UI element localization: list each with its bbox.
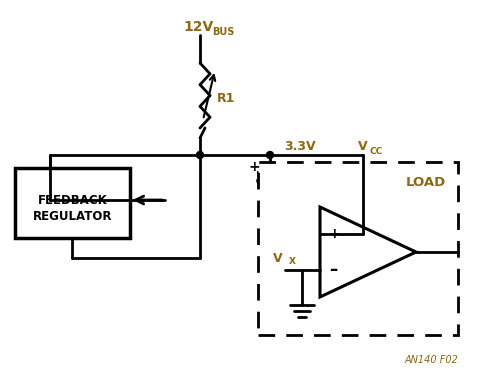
Text: X: X — [289, 257, 296, 266]
Text: 12V: 12V — [183, 20, 213, 34]
Text: R1: R1 — [217, 91, 235, 104]
Text: CC: CC — [370, 147, 383, 157]
Text: LOAD: LOAD — [406, 176, 446, 188]
Text: REGULATOR: REGULATOR — [33, 210, 112, 223]
Text: +: + — [248, 160, 260, 174]
Text: V: V — [358, 141, 368, 154]
Text: AN140 F02: AN140 F02 — [404, 355, 458, 365]
Text: +: + — [329, 227, 341, 241]
Text: –: – — [329, 261, 337, 279]
Bar — [15, 168, 130, 238]
Circle shape — [267, 151, 273, 159]
Bar — [258, 162, 458, 335]
Text: FEEDBACK: FEEDBACK — [38, 194, 107, 207]
Text: 3.3V: 3.3V — [284, 141, 315, 154]
Text: V: V — [273, 251, 283, 264]
Text: BUS: BUS — [212, 27, 234, 37]
Circle shape — [197, 151, 203, 159]
